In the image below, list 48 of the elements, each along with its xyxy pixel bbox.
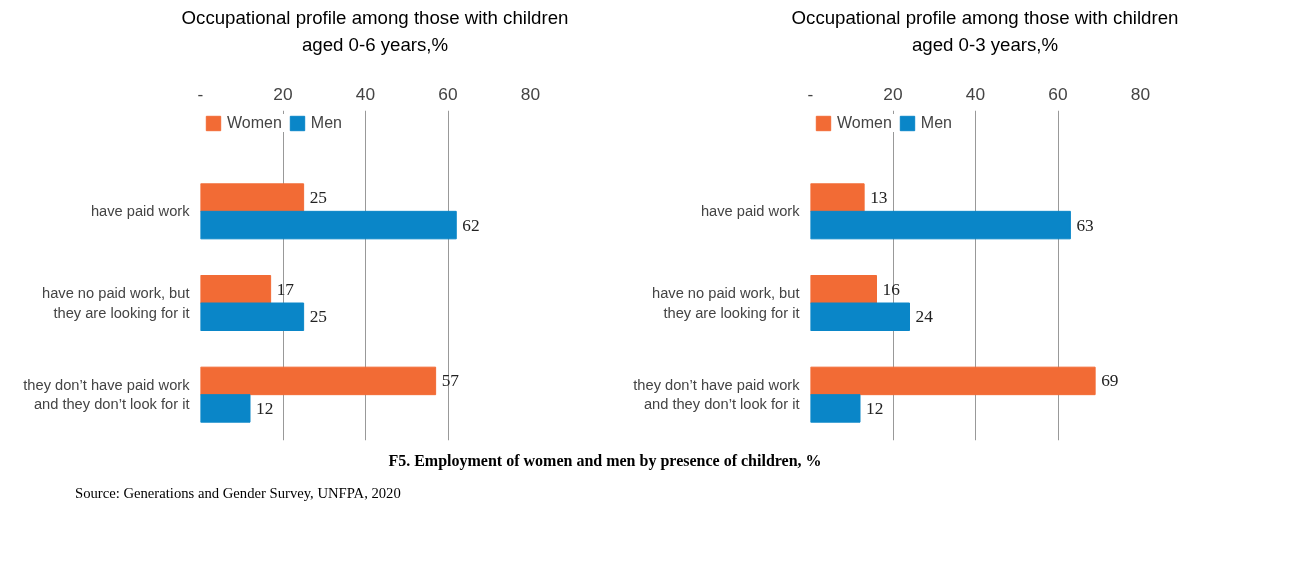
legend-label: Men — [920, 114, 952, 132]
bar — [810, 183, 865, 212]
legend-label: Women — [227, 114, 282, 132]
bar — [810, 394, 861, 423]
data-label: 57 — [441, 371, 460, 391]
data-label: 16 — [882, 279, 901, 299]
x-tick-label: 40 — [965, 83, 986, 104]
data-label: 12 — [256, 398, 274, 418]
y-tick-label: have paid work — [90, 203, 191, 220]
bar — [200, 183, 305, 212]
bar — [200, 210, 457, 240]
data-label: 24 — [915, 307, 934, 327]
source-note: Source: Generations and Gender Survey, UNFPA, 2020 — [75, 483, 402, 503]
y-tick-label: they don’t have paid work and they don’t look for it — [23, 377, 191, 413]
x-tick-label: 20 — [883, 83, 903, 104]
bar — [200, 366, 437, 396]
x-tick-label: - — [807, 83, 814, 104]
data-label: 69 — [1101, 371, 1119, 391]
data-label: 13 — [870, 188, 888, 208]
data-label: 17 — [276, 279, 295, 299]
bar — [200, 394, 251, 423]
bar — [200, 275, 272, 304]
y-tick-label: they don’t have paid work and they don’t look for it — [633, 377, 801, 413]
bar — [810, 366, 1096, 396]
y-tick-label: have no paid work, but they are looking for it — [652, 285, 800, 321]
legend-label: Men — [310, 114, 342, 132]
bar — [810, 275, 877, 304]
data-label: 63 — [1076, 215, 1094, 235]
bar — [810, 210, 1071, 240]
data-label: 12 — [866, 398, 884, 418]
y-tick-label: have no paid work, but they are looking for it — [42, 285, 190, 321]
bar — [810, 302, 910, 331]
data-label: 62 — [462, 215, 480, 235]
x-tick-label: 60 — [438, 83, 458, 104]
x-tick-label: 60 — [1048, 83, 1068, 104]
data-label: 25 — [309, 307, 327, 327]
chart-title: Occupational profile among those with children aged 0-3 years,% — [790, 6, 1180, 57]
data-label: 25 — [309, 188, 327, 208]
chart-title: Occupational profile among those with children aged 0-6 years,% — [180, 6, 570, 57]
x-tick-label: 40 — [355, 83, 376, 104]
y-tick-label: have paid work — [700, 203, 801, 220]
x-tick-label: 80 — [1130, 83, 1151, 104]
bar — [200, 302, 305, 331]
legend-label: Women — [837, 114, 892, 132]
x-tick-label: - — [197, 83, 204, 104]
text: F5. Employment of women and men by presence of children, % — [387, 451, 823, 472]
x-tick-label: 80 — [520, 83, 541, 104]
x-tick-label: 20 — [273, 83, 293, 104]
